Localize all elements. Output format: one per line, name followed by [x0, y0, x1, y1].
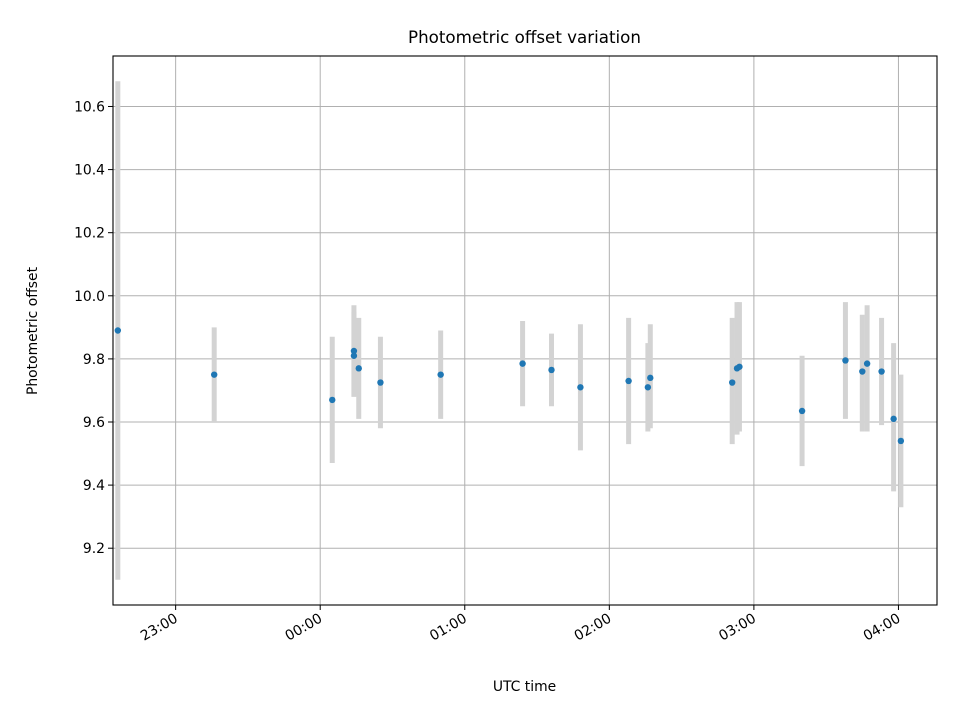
y-tick-label: 10.0	[74, 289, 105, 305]
data-point	[859, 368, 866, 375]
y-tick-label: 9.2	[83, 541, 105, 557]
x-tick-label: 02:00	[572, 611, 615, 645]
data-point	[519, 360, 526, 367]
x-tick-label: 03:00	[716, 611, 759, 645]
data-point	[863, 360, 871, 367]
data-point	[798, 407, 806, 415]
data-points	[114, 327, 905, 445]
x-ticks: 23:00 00:00 01:00 02:00 03:00 04:00	[138, 605, 903, 644]
y-tick-label: 10.4	[74, 163, 105, 179]
data-point	[350, 352, 358, 359]
data-point	[437, 371, 444, 378]
data-point	[329, 396, 336, 404]
data-point	[890, 415, 897, 423]
x-tick-label: 01:00	[427, 611, 470, 645]
x-tick-label: 04:00	[861, 611, 904, 645]
data-point	[355, 365, 362, 372]
chart-title: Photometric offset variation	[408, 27, 641, 47]
data-point	[736, 363, 743, 370]
data-point	[210, 371, 218, 378]
plot-frame	[112, 55, 938, 606]
x-tick-label: 00:00	[283, 611, 326, 645]
data-point	[644, 384, 652, 391]
data-point	[114, 327, 122, 334]
data-point	[897, 437, 905, 445]
data-point	[878, 368, 885, 375]
y-tick-label: 9.6	[83, 415, 105, 431]
data-point	[377, 379, 384, 386]
data-point	[729, 379, 736, 386]
y-ticks: 9.2 9.4 9.6 9.8 10.0 10.2 10.4 10.6	[74, 99, 113, 557]
y-tick-label: 10.6	[74, 99, 105, 115]
y-tick-label: 9.8	[83, 352, 105, 368]
y-tick-label: 9.4	[83, 478, 105, 494]
x-tick-label: 23:00	[138, 611, 181, 645]
data-point	[625, 377, 632, 385]
data-point	[548, 366, 555, 374]
data-point	[350, 347, 358, 355]
data-point	[842, 357, 849, 364]
error-bars	[115, 81, 904, 580]
x-axis-label: UTC time	[493, 679, 556, 695]
data-point	[647, 374, 654, 382]
data-point	[577, 384, 584, 391]
y-axis-label: Photometric offset	[25, 266, 41, 395]
grid	[113, 56, 937, 605]
y-tick-label: 10.2	[74, 226, 105, 242]
